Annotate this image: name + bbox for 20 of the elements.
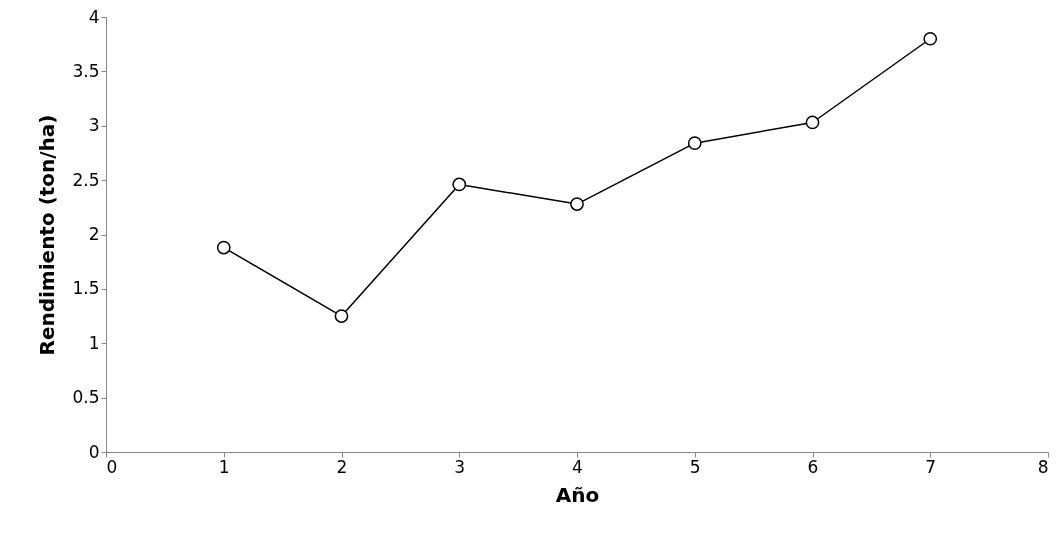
y-tick-label: 0 [88, 441, 100, 462]
y-tick-label: 2.5 [72, 169, 100, 190]
x-tick-label: 6 [807, 456, 819, 477]
x-tick-label: 1 [218, 456, 230, 477]
x-tick-label: 8 [1037, 456, 1049, 477]
x-tick-label: 2 [336, 456, 348, 477]
y-tick-label: 3.5 [72, 60, 100, 81]
y-axis-title: Rendimiento (ton/ha) [35, 114, 60, 356]
y-tick-label: 0.5 [72, 387, 100, 408]
x-tick-label: 3 [454, 456, 466, 477]
x-tick-label: 7 [925, 456, 937, 477]
y-tick-label: 2 [88, 224, 100, 244]
x-tick-label: 4 [572, 456, 583, 477]
x-tick-label: 5 [689, 456, 701, 477]
y-tick-label: 4 [88, 6, 100, 27]
y-tick-label: 3 [88, 115, 100, 136]
y-tick-label: 1 [88, 332, 100, 353]
x-tick-label: 0 [106, 456, 118, 477]
y-tick-label: 1.5 [72, 278, 100, 299]
x-axis-title: Año [555, 482, 600, 507]
